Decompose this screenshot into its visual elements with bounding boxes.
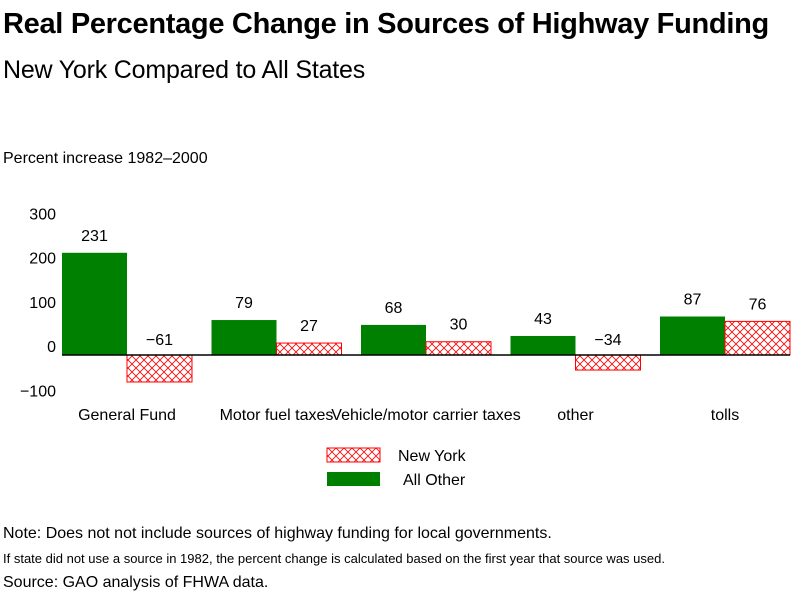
legend: New York All Other bbox=[326, 447, 467, 489]
bar-new-york bbox=[724, 320, 791, 356]
y-tick-label: −100 bbox=[20, 383, 56, 400]
data-label: 30 bbox=[450, 317, 468, 334]
bar-new-york bbox=[276, 342, 342, 356]
bar-new-york bbox=[575, 354, 641, 371]
data-label: 231 bbox=[81, 228, 108, 245]
data-label: −34 bbox=[594, 332, 621, 349]
legend-swatch-all-other bbox=[327, 472, 380, 486]
category-label: General Fund bbox=[78, 407, 176, 424]
y-axis-label: Percent increase 1982–2000 bbox=[3, 150, 208, 167]
footnote-note: Note: Does not not include sources of hi… bbox=[3, 525, 552, 542]
legend-label: All Other bbox=[403, 472, 466, 489]
data-label: 27 bbox=[300, 318, 318, 335]
data-label: 87 bbox=[684, 292, 702, 309]
bar-new-york bbox=[425, 341, 492, 356]
bar-all-other bbox=[361, 324, 426, 355]
y-tick-label: 200 bbox=[29, 251, 56, 268]
bar-all-other bbox=[660, 316, 725, 355]
y-tick-label: 0 bbox=[47, 339, 56, 356]
y-axis-ticks: 300 200 100 0 −100 bbox=[20, 206, 56, 400]
data-label: 68 bbox=[385, 300, 403, 317]
footnote-source: Source: GAO analysis of FHWA data. bbox=[3, 574, 269, 591]
data-label: 79 bbox=[235, 295, 253, 312]
category-labels: General Fund Motor fuel taxesVehicle/moto… bbox=[78, 407, 739, 424]
category-label: Vehicle/motor carrier taxes bbox=[331, 407, 520, 424]
footnote-method: If state did not use a source in 1982, t… bbox=[3, 551, 665, 566]
y-tick-label: 100 bbox=[29, 295, 56, 312]
data-labels: 231 −61 79 27 68 30 43 −34 87 76 bbox=[81, 228, 766, 349]
bar-chart: 300 200 100 0 −100 231 −61 79 27 68 30 43 −34 87 76 G… bbox=[20, 206, 791, 489]
category-label: tolls bbox=[711, 407, 739, 424]
y-tick-label: 300 bbox=[29, 206, 56, 223]
legend-swatch-new-york bbox=[326, 447, 381, 463]
bar-new-york bbox=[126, 354, 193, 383]
data-label: −61 bbox=[146, 332, 173, 349]
data-label: 76 bbox=[749, 296, 767, 313]
data-label: 43 bbox=[534, 311, 552, 328]
chart-title: Real Percentage Change in Sources of Hig… bbox=[3, 8, 769, 40]
bar-all-other bbox=[211, 320, 277, 355]
bars bbox=[62, 252, 791, 383]
category-label: Motor fuel taxes bbox=[220, 407, 334, 424]
chart-subtitle: New York Compared to All States bbox=[3, 56, 366, 84]
category-label: other bbox=[557, 407, 594, 424]
legend-label: New York bbox=[398, 448, 467, 465]
bar-all-other bbox=[62, 252, 127, 355]
bar-all-other bbox=[510, 335, 576, 355]
